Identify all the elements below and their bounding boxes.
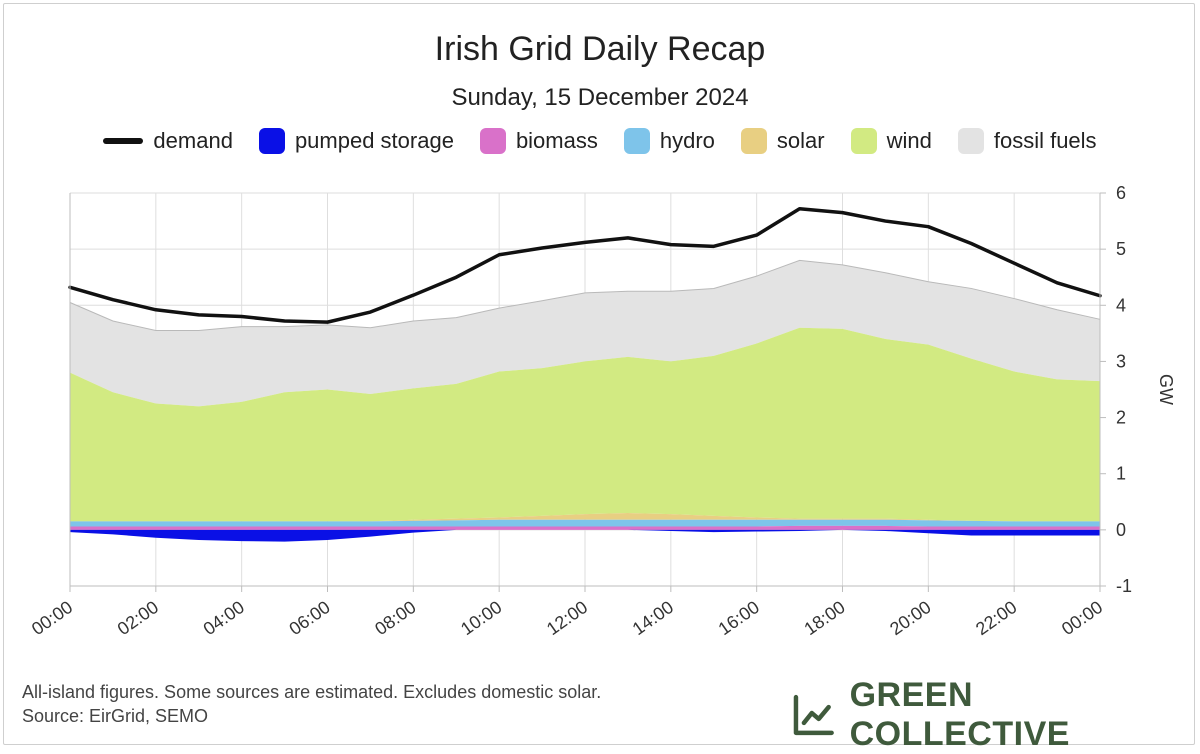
y-axis-label: GW (1156, 374, 1176, 405)
legend-label-demand: demand (153, 128, 233, 153)
x-tick-label: 16:00 (715, 597, 763, 639)
legend-swatch-hydro (623, 128, 650, 154)
y-tick-label: 4 (1116, 295, 1126, 315)
legend-label-hydro: hydro (659, 128, 715, 153)
biomass-area (70, 525, 1100, 530)
wind-area (70, 327, 1100, 522)
solar-area (70, 513, 1100, 522)
y-tick-label: 0 (1116, 520, 1126, 540)
x-tick-label: 22:00 (972, 597, 1020, 639)
legend-swatch-wind (850, 128, 877, 154)
pumped-storage-area (70, 529, 1100, 542)
footer-note-line-2: Source: EirGrid, SEMO (22, 706, 209, 726)
x-tick-label: 04:00 (200, 597, 248, 639)
brand-logo: GREEN COLLECTIVE (792, 676, 1200, 754)
x-tick-label: 12:00 (543, 597, 591, 639)
hydro-area (70, 519, 1100, 527)
legend-item-wind[interactable]: wind (850, 128, 932, 154)
chart-title: Irish Grid Daily Recap (434, 30, 766, 68)
legend-label-biomass: biomass (515, 128, 598, 153)
card-frame (3, 3, 1195, 745)
legend-swatch-fossil-fuels (957, 128, 984, 154)
x-tick-label: 18:00 (800, 597, 848, 639)
x-tick-label: 02:00 (114, 597, 162, 639)
fossil-fuels-outline (69, 259, 1101, 332)
fossil-fuels-area (70, 260, 1100, 407)
x-tick-label: 00:00 (1058, 597, 1106, 639)
legend-item-demand[interactable]: demand (103, 128, 233, 154)
legend-item-pumped-storage[interactable]: pumped storage (258, 128, 454, 154)
x-tick-label: 10:00 (457, 597, 505, 639)
legend-swatch-pumped-storage (258, 128, 285, 154)
y-tick-label: 1 (1116, 464, 1126, 484)
legend-item-solar[interactable]: solar (740, 128, 825, 154)
legend-swatch-biomass (479, 128, 506, 154)
legend-item-hydro[interactable]: hydro (623, 128, 715, 154)
y-tick-label: -1 (1116, 576, 1132, 596)
legend-item-biomass[interactable]: biomass (479, 128, 598, 154)
legend-label-pumped-storage: pumped storage (294, 128, 454, 153)
legend-label-solar: solar (776, 128, 825, 153)
legend-label-wind: wind (886, 128, 932, 153)
chart-subtitle: Sunday, 15 December 2024 (451, 84, 749, 111)
legend-swatch-solar (740, 128, 767, 154)
demand-line (68, 206, 1102, 324)
x-tick-label: 20:00 (886, 597, 934, 639)
y-tick-label: 5 (1116, 239, 1126, 259)
x-tick-label: 06:00 (285, 597, 333, 639)
brand-name: GREEN COLLECTIVE (849, 676, 1070, 753)
x-tick-label: 00:00 (28, 597, 76, 639)
legend: demand pumped storage biomass hydro sola… (0, 128, 1200, 154)
line-chart-icon (793, 694, 834, 736)
y-tick-label: 2 (1116, 408, 1126, 428)
footer-note-line-1: All-island figures. Some sources are est… (22, 682, 602, 702)
legend-item-fossil-fuels[interactable]: fossil fuels (957, 128, 1097, 154)
footer-note: All-island figures. Some sources are est… (22, 680, 601, 728)
x-tick-label: 14:00 (629, 597, 677, 639)
y-tick-label: 3 (1116, 351, 1126, 371)
x-tick-label: 08:00 (371, 597, 419, 639)
legend-label-fossil-fuels: fossil fuels (993, 128, 1097, 153)
legend-swatch-demand (103, 138, 144, 144)
y-tick-label: 6 (1116, 183, 1126, 203)
